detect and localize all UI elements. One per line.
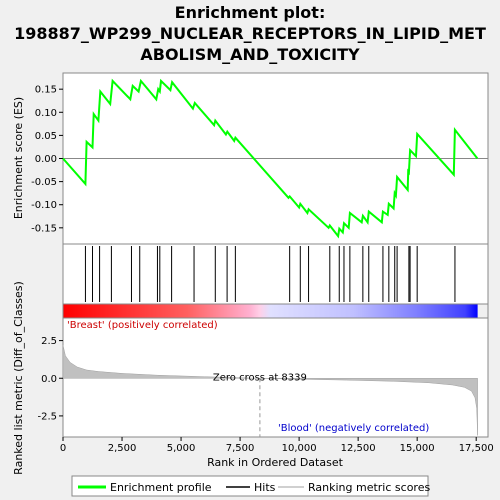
x-tick-label: 12,500 — [341, 443, 376, 454]
x-tick-label: 5,000 — [167, 443, 196, 454]
legend-label-enrichment: Enrichment profile — [110, 481, 212, 494]
metric-y-tick-label: 2.5 — [41, 336, 57, 347]
negative-class-label: 'Blood' (negatively correlated) — [278, 423, 429, 434]
es-y-tick-label: -0.05 — [31, 177, 57, 188]
title-line-3: ABOLISM_AND_TOXICITY — [140, 45, 360, 64]
title-line-1: Enrichment plot: — [175, 3, 326, 22]
legend-label-hits: Hits — [254, 481, 276, 494]
es-y-tick-label: 0.10 — [35, 108, 57, 119]
es-y-tick-label: 0.15 — [35, 85, 57, 96]
metric-y-tick-label: -2.5 — [37, 411, 57, 422]
hits-panel — [63, 244, 488, 304]
metric-y-axis-label: Ranked list metric (Diff_of_Classes) — [12, 281, 25, 475]
es-y-tick-label: 0.05 — [35, 131, 57, 142]
title-line-2: 198887_WP299_NUCLEAR_RECEPTORS_IN_LIPID_… — [14, 24, 486, 43]
es-y-tick-label: -0.10 — [31, 200, 57, 211]
es-y-tick-label: 0.00 — [35, 154, 57, 165]
x-tick-label: 10,000 — [282, 443, 317, 454]
x-tick-label: 7,500 — [226, 443, 255, 454]
positive-class-label: 'Breast' (positively correlated) — [67, 320, 218, 331]
x-tick-label: 0 — [60, 443, 66, 454]
x-tick-label: 2,500 — [108, 443, 137, 454]
es-y-tick-label: -0.15 — [31, 223, 57, 234]
metric-y-tick-label: 0.0 — [41, 374, 57, 385]
zero-cross-label: Zero cross at 8339 — [213, 372, 307, 383]
es-y-axis-label: Enrichment score (ES) — [12, 97, 25, 219]
legend-label-ranking: Ranking metric scores — [308, 481, 430, 494]
rank-color-bar — [63, 304, 478, 318]
x-tick-label: 17,500 — [459, 443, 494, 454]
x-axis-label: Rank in Ordered Dataset — [207, 456, 344, 469]
x-tick-label: 15,000 — [400, 443, 435, 454]
